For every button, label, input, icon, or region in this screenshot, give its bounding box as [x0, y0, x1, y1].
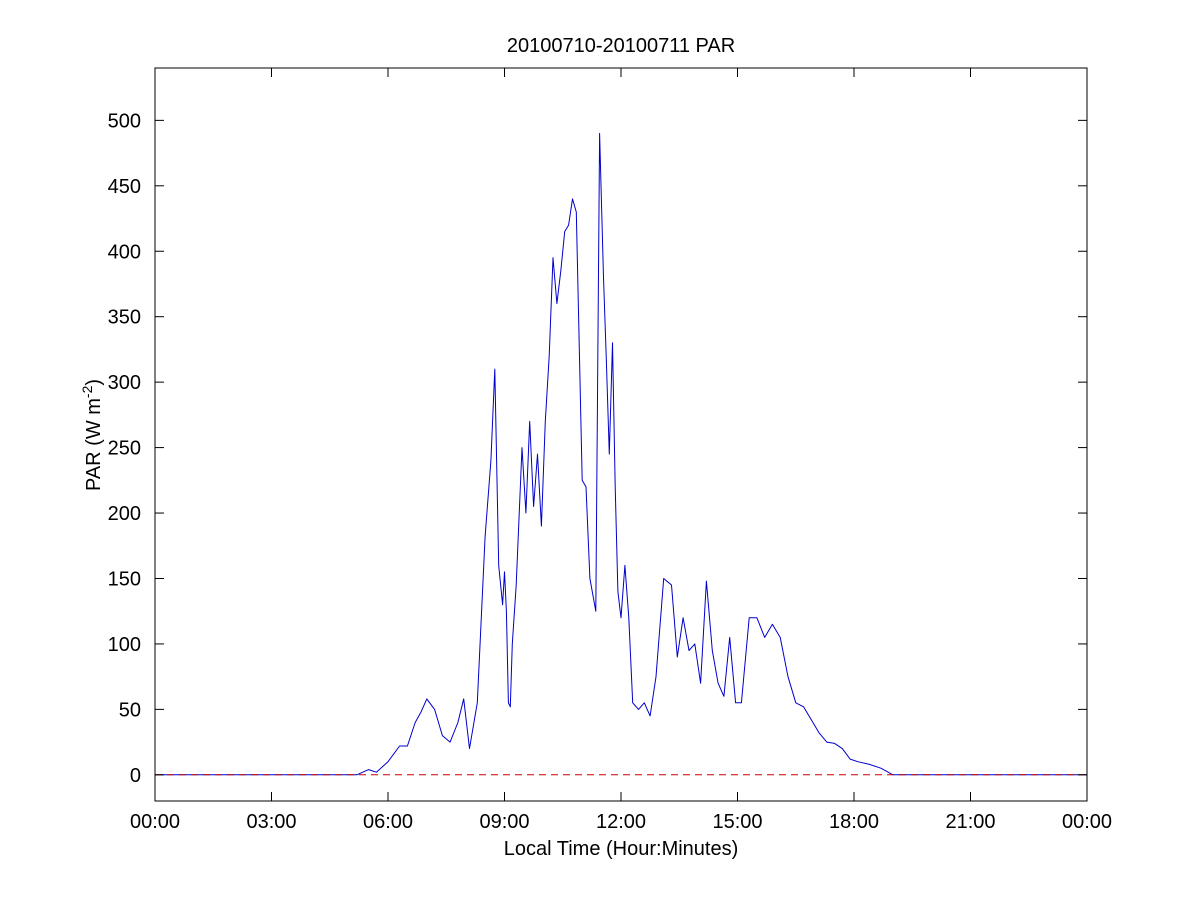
y-tick-label: 400 — [108, 241, 141, 263]
y-axis-label-text: PAR (W m — [83, 398, 105, 491]
x-tick-label: 06:00 — [363, 811, 413, 833]
y-tick-label: 450 — [108, 176, 141, 198]
y-tick-label: 350 — [108, 307, 141, 329]
y-tick-label: 50 — [119, 699, 141, 721]
x-tick-label: 21:00 — [945, 811, 995, 833]
y-tick-label: 150 — [108, 568, 141, 590]
series-layer — [155, 132, 1087, 776]
y-axis-label: PAR (W m-2) — [79, 379, 105, 491]
x-tick-label: 00:00 — [130, 811, 180, 833]
plot-frame — [154, 67, 1088, 802]
y-tick-label: 100 — [108, 634, 141, 656]
y-axis-label-suffix: ) — [83, 379, 105, 386]
x-axis-label: Local Time (Hour:Minutes) — [504, 838, 739, 860]
x-tick-label: 15:00 — [712, 811, 762, 833]
y-tick-label: 300 — [108, 372, 141, 394]
y-tick-label: 250 — [108, 438, 141, 460]
x-tick-label: 03:00 — [246, 811, 296, 833]
par-series-line — [155, 132, 1087, 776]
x-tick-label: 09:00 — [479, 811, 529, 833]
y-tick-label: 200 — [108, 503, 141, 525]
chart-title: 20100710-20100711 PAR — [507, 35, 735, 57]
plot-background — [155, 68, 1087, 801]
y-tick-label: 0 — [130, 765, 141, 787]
y-axis-label-superscript: -2 — [79, 385, 95, 398]
x-tick-label: 12:00 — [596, 811, 646, 833]
x-tick-label: 18:00 — [829, 811, 879, 833]
ticks-layer: 00:00 03:00 06:00 09:00 12:00 15:00 18:00 21:00… — [108, 68, 1112, 833]
y-tick-label: 500 — [108, 110, 141, 132]
x-tick-label: 00:00 — [1062, 811, 1112, 833]
